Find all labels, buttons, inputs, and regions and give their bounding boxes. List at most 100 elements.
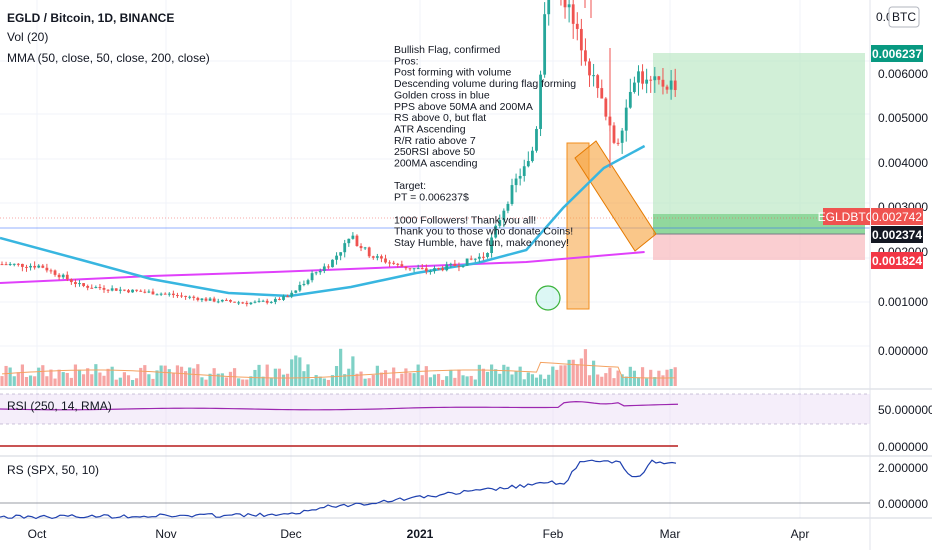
candle-body — [143, 291, 147, 293]
candle-body — [131, 289, 134, 293]
volume-bar — [249, 376, 253, 386]
mma-legend: MMA (50, close, 50, close, 200, close) — [7, 51, 210, 65]
rsi-tick-0: 0.000000 — [878, 440, 928, 454]
candle-body — [249, 302, 253, 305]
volume-bar — [204, 379, 208, 386]
candle-body — [159, 293, 163, 295]
candle-body — [33, 265, 37, 268]
rsi-line — [0, 401, 679, 411]
annotation-line: Golden cross in blue — [394, 89, 490, 101]
candle-body — [359, 246, 363, 249]
currency-badge-box[interactable] — [888, 6, 920, 28]
volume-bar — [608, 367, 612, 386]
volume-bar — [147, 374, 151, 386]
volume-bar — [65, 372, 69, 386]
candle-body — [449, 263, 453, 265]
candle-body — [25, 266, 28, 268]
volume-bar — [567, 359, 571, 386]
volume-bar — [461, 375, 465, 386]
volume-bar — [118, 377, 122, 386]
candle-body — [257, 300, 261, 302]
candle-body — [506, 203, 510, 211]
volume-bar — [302, 371, 306, 386]
volume-bar — [514, 371, 518, 386]
volume-bar — [538, 374, 543, 386]
long-position-tool[interactable] — [653, 53, 865, 260]
candle-body — [220, 299, 224, 302]
candle-body — [518, 175, 522, 179]
volume-bar — [571, 359, 575, 386]
candle-body — [465, 258, 469, 266]
volume-bar — [257, 364, 261, 386]
candle-body — [579, 28, 583, 51]
time-axis[interactable]: Oct Nov Dec 2021 Feb Mar Apr — [28, 527, 810, 541]
volume-bar — [600, 376, 604, 386]
symbol-badge: EGLDBTC — [818, 208, 875, 225]
candle-body — [196, 297, 200, 301]
rs-line — [0, 459, 677, 520]
volume-bar — [596, 374, 600, 386]
candle-body — [147, 291, 151, 293]
candle-body — [539, 74, 542, 129]
candle-body — [388, 262, 391, 264]
profit-zone-fill — [653, 214, 865, 234]
volume-bar — [592, 360, 596, 386]
candle-body — [469, 258, 473, 260]
candle-body — [641, 71, 644, 84]
candle-body — [225, 299, 228, 301]
candle-body — [547, 0, 551, 15]
target-price-badge: 0.006237 — [871, 45, 923, 62]
volume-bar — [502, 364, 506, 386]
candle-body — [98, 287, 102, 289]
candle-body — [269, 301, 273, 303]
volume-bar — [273, 368, 277, 386]
candle-body — [433, 268, 436, 272]
candle-body — [522, 166, 526, 176]
volume-bar — [645, 378, 649, 386]
candle-body — [114, 288, 118, 291]
candle-body — [0, 264, 4, 266]
candle-body — [486, 253, 489, 257]
candle-body — [453, 263, 457, 267]
candle-body — [616, 142, 620, 144]
annotation-line: Pros: — [394, 55, 419, 67]
candle-body — [314, 272, 318, 274]
volume-bar — [286, 373, 290, 386]
candle-body — [437, 268, 440, 270]
annotation-line: 250RSI above 50 — [394, 146, 475, 158]
volume-bar — [318, 376, 322, 386]
candle-body — [575, 23, 579, 29]
candle-body — [441, 268, 445, 271]
candle-body — [429, 271, 432, 273]
candle-body — [571, 4, 575, 24]
volume-bar — [294, 355, 298, 386]
volume-bar — [620, 374, 624, 386]
idea-annotation[interactable]: Bullish Flag, confirmed Pros: Post forming… — [394, 44, 576, 249]
volume-bar — [653, 377, 657, 386]
chart-title: EGLD / Bitcoin, 1D, BINANCE — [7, 11, 174, 25]
candle-body — [400, 264, 404, 267]
rs-tick-2: 2.000000 — [878, 461, 928, 475]
volume-bar — [453, 377, 457, 386]
candle-body — [273, 298, 277, 302]
candle-body — [628, 91, 632, 108]
candle-body — [298, 284, 302, 291]
volume-bar — [28, 375, 33, 386]
volume-bar — [506, 366, 510, 386]
volume-bar — [314, 375, 318, 386]
flag-channel — [574, 140, 657, 252]
candle-body — [184, 295, 187, 297]
annotation-line: 200MA ascending — [394, 158, 478, 170]
volume-bar — [457, 369, 461, 386]
candle-body — [535, 128, 538, 151]
volume-bar — [624, 376, 628, 386]
volume-bar — [673, 367, 677, 386]
svg-text:0.001824: 0.001824 — [872, 254, 922, 268]
volume-bar — [534, 377, 539, 386]
loss-zone — [653, 234, 865, 260]
candle-body — [502, 210, 506, 221]
rs-tick-0: 0.000000 — [878, 497, 928, 511]
candle-body — [29, 265, 32, 268]
volume-bar — [612, 378, 616, 386]
